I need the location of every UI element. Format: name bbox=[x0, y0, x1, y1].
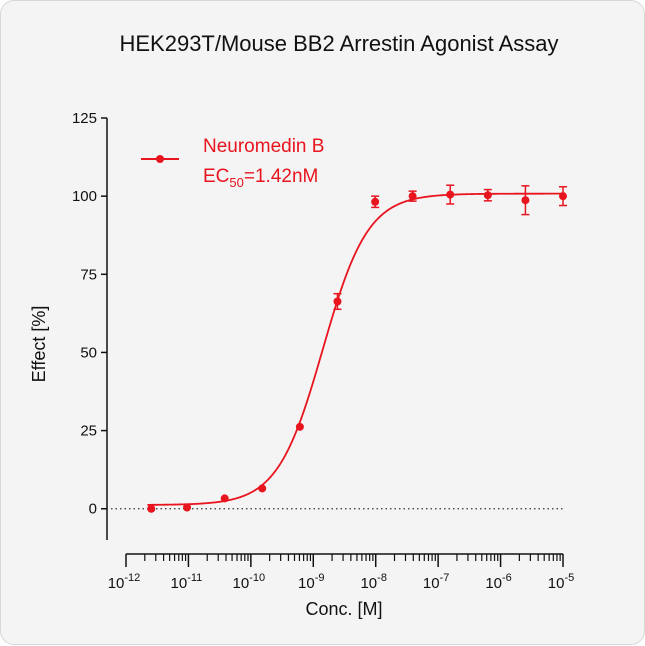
y-tick-label: 100 bbox=[72, 188, 97, 205]
data-point bbox=[446, 190, 455, 199]
x-tick-exponent: -10 bbox=[249, 572, 265, 584]
x-tick-exponent: -6 bbox=[502, 572, 512, 584]
legend-series-name: Neuromedin B bbox=[203, 136, 324, 157]
legend: Neuromedin B EC50=1.42nM bbox=[141, 136, 324, 190]
x-tick-label: 10-12 bbox=[108, 572, 141, 592]
fit-curve bbox=[147, 192, 564, 506]
legend-ec50-suffix: =1.42nM bbox=[244, 166, 318, 187]
x-tick-label: 10-5 bbox=[548, 572, 574, 592]
data-point bbox=[295, 422, 304, 431]
x-tick-exponent: -8 bbox=[377, 572, 387, 584]
y-axis: 0 25 50 75 100 125 bbox=[72, 110, 108, 540]
x-tick-base: 10 bbox=[548, 575, 565, 592]
legend-ec50: EC50=1.42nM bbox=[203, 166, 318, 190]
chart-title: HEK293T/Mouse BB2 Arrestin Agonist Assay bbox=[119, 31, 558, 56]
data-point bbox=[408, 192, 417, 201]
plot-area bbox=[147, 184, 567, 513]
data-point bbox=[371, 197, 380, 206]
x-tick-exponent: -9 bbox=[315, 572, 325, 584]
x-tick-label: 10-11 bbox=[171, 572, 203, 592]
data-point bbox=[521, 196, 530, 205]
x-axis-label: Conc. [M] bbox=[305, 599, 382, 619]
x-tick-base: 10 bbox=[360, 575, 377, 592]
x-tick-base: 10 bbox=[298, 575, 315, 592]
data-point bbox=[183, 503, 192, 512]
data-point bbox=[559, 192, 567, 201]
x-axis: 10-12 10-11 10-10 10-9 10-8 10-7 10-6 10-5 bbox=[108, 553, 574, 592]
x-tick-label: 10-7 bbox=[423, 572, 449, 592]
legend-ec50-prefix: EC bbox=[203, 166, 229, 187]
x-tick-base: 10 bbox=[485, 575, 502, 592]
x-tick-label: 10-6 bbox=[485, 572, 511, 592]
y-tick-label: 125 bbox=[72, 110, 97, 127]
x-tick-base: 10 bbox=[171, 575, 188, 592]
y-tick-label: 0 bbox=[89, 501, 97, 518]
x-tick-base: 10 bbox=[108, 575, 125, 592]
data-point bbox=[483, 191, 492, 200]
data-point bbox=[333, 297, 342, 306]
x-tick-label: 10-10 bbox=[233, 572, 266, 592]
y-tick-label: 75 bbox=[80, 266, 97, 283]
x-tick-label: 10-9 bbox=[298, 572, 324, 592]
y-tick-label: 25 bbox=[80, 423, 97, 440]
x-tick-exponent: -11 bbox=[187, 572, 202, 584]
legend-marker bbox=[156, 155, 164, 163]
y-axis-label: Effect [%] bbox=[29, 306, 49, 383]
x-tick-base: 10 bbox=[233, 575, 250, 592]
x-tick-exponent: -7 bbox=[440, 572, 450, 584]
x-tick-base: 10 bbox=[423, 575, 440, 592]
data-point bbox=[258, 484, 267, 493]
y-tick-label: 50 bbox=[80, 344, 97, 361]
data-point bbox=[147, 504, 156, 513]
legend-ec50-sub: 50 bbox=[229, 175, 243, 190]
data-point bbox=[220, 494, 229, 503]
x-tick-exponent: -12 bbox=[124, 572, 140, 584]
x-tick-label: 10-8 bbox=[360, 572, 386, 592]
x-tick-exponent: -5 bbox=[564, 572, 574, 584]
